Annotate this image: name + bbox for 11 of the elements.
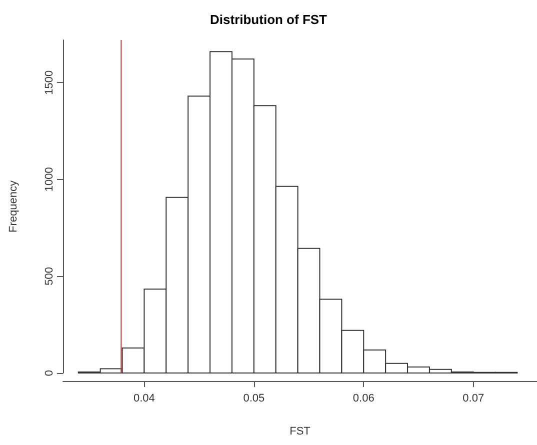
y-tick-label: 1000	[44, 167, 56, 192]
x-tick-label: 0.05	[243, 392, 265, 404]
y-axis-title: Frequency	[8, 180, 20, 232]
chart-title: Distribution of FST	[210, 12, 328, 27]
y-tick-label: 1500	[44, 70, 56, 95]
y-tick-label: 500	[44, 267, 56, 286]
x-tick-label: 0.06	[352, 392, 374, 404]
y-tick-label: 0	[44, 370, 56, 376]
x-axis-title: FST	[290, 426, 311, 438]
x-tick-label: 0.07	[462, 392, 484, 404]
x-tick-label: 0.04	[133, 392, 155, 404]
